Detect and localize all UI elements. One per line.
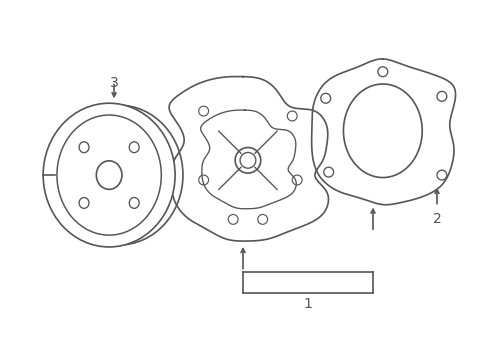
Text: 3: 3 (109, 76, 118, 90)
Text: 2: 2 (432, 212, 441, 226)
Ellipse shape (43, 103, 175, 247)
Text: 1: 1 (303, 297, 312, 311)
